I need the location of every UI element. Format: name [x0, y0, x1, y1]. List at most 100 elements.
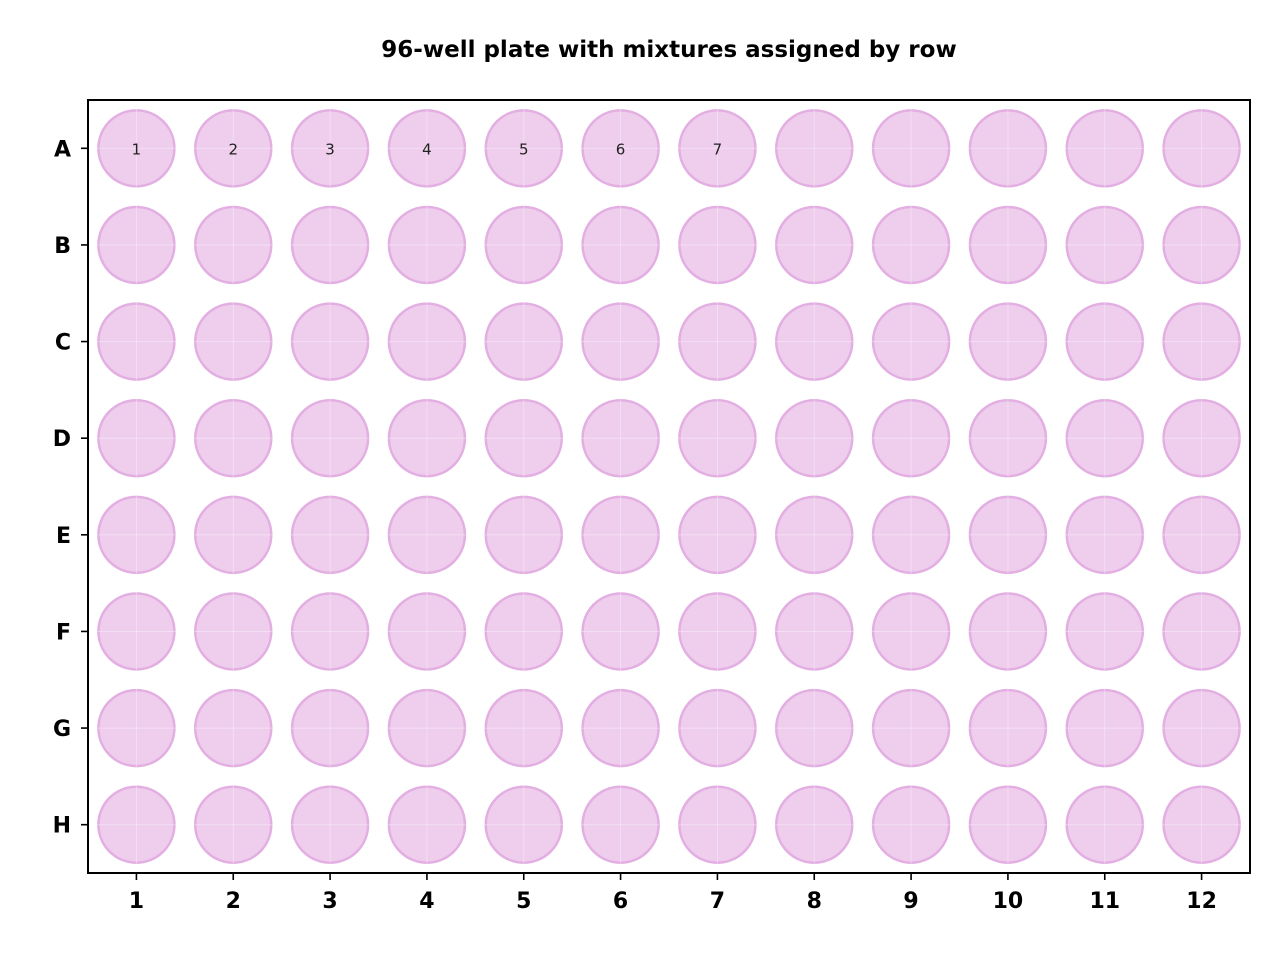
well-H8	[775, 785, 854, 864]
well-D8	[775, 398, 854, 478]
well-C11	[1065, 302, 1144, 381]
well-D3	[290, 398, 370, 478]
well-G10	[968, 688, 1048, 768]
chart-title: 96-well plate with mixtures assigned by …	[381, 37, 956, 63]
well-G7	[678, 688, 757, 768]
well-A12	[1162, 109, 1241, 188]
well-A5	[484, 109, 563, 188]
well-A4	[387, 109, 467, 188]
well-E6	[581, 495, 660, 575]
x-tick-label: 5	[516, 889, 531, 914]
plot-area: 1 2 3 4 5 6 7	[88, 100, 1250, 873]
well-E8	[775, 495, 854, 575]
well-D6	[581, 398, 660, 478]
well-G2	[194, 688, 273, 768]
well-G1	[97, 688, 176, 768]
well-label-A5: 5	[519, 140, 529, 158]
y-tick-label: F	[56, 620, 71, 645]
well-H5	[484, 785, 563, 864]
well-F1	[97, 592, 176, 671]
y-tick-label: G	[53, 717, 71, 742]
well-G9	[871, 688, 951, 768]
well-F6	[581, 592, 660, 671]
well-B12	[1162, 205, 1241, 285]
grid-overlay	[88, 100, 1250, 873]
well-D5	[484, 398, 563, 478]
well-A3	[290, 109, 370, 188]
well-A1	[97, 109, 176, 188]
well-G5	[484, 688, 563, 768]
well-G12	[1162, 688, 1241, 768]
well-F9	[871, 592, 951, 671]
well-G8	[775, 688, 854, 768]
well-D9	[871, 398, 951, 478]
x-tick-label: 7	[710, 889, 725, 914]
well-E10	[968, 495, 1048, 575]
well-E4	[387, 495, 467, 575]
well-C6	[581, 302, 660, 381]
well-B6	[581, 205, 660, 285]
well-F4	[387, 592, 467, 671]
well-C1	[97, 302, 176, 381]
well-C2	[194, 302, 273, 381]
x-tick-label: 6	[613, 889, 628, 914]
well-E12	[1162, 495, 1241, 575]
well-B7	[678, 205, 757, 285]
well-C12	[1162, 302, 1241, 381]
well-label-A6: 6	[616, 140, 626, 158]
well-F7	[678, 592, 757, 671]
well-F2	[194, 592, 273, 671]
well-A8	[775, 109, 854, 188]
well-G11	[1065, 688, 1144, 768]
well-F5	[484, 592, 563, 671]
y-tick-label: A	[54, 137, 71, 162]
well-C10	[968, 302, 1048, 381]
x-tick-label: 4	[419, 889, 434, 914]
well-E5	[484, 495, 563, 575]
well-E11	[1065, 495, 1144, 575]
well-F11	[1065, 592, 1144, 671]
well-D7	[678, 398, 757, 478]
well-H6	[581, 785, 660, 864]
well-H4	[387, 785, 467, 864]
well-E2	[194, 495, 273, 575]
well-B8	[775, 205, 854, 285]
well-E3	[290, 495, 370, 575]
y-axis: A B C D E F G H	[53, 137, 88, 839]
well-C3	[290, 302, 370, 381]
well-A2	[194, 109, 273, 188]
well-label-A1: 1	[132, 140, 142, 158]
y-tick-label: H	[53, 814, 71, 839]
well-C5	[484, 302, 563, 381]
well-F10	[968, 592, 1048, 671]
well-E9	[871, 495, 951, 575]
x-axis: 1 2 3 4 5 6 7 8 9 10 11 12	[129, 873, 1217, 914]
well-B3	[290, 205, 370, 285]
well-A11	[1065, 109, 1144, 188]
well-D2	[194, 398, 273, 478]
y-tick-label: B	[54, 234, 71, 259]
x-tick-label: 3	[322, 889, 337, 914]
well-F12	[1162, 592, 1241, 671]
x-tick-label: 10	[993, 889, 1024, 914]
well-A9	[871, 109, 951, 188]
well-H1	[97, 785, 176, 864]
well-F8	[775, 592, 854, 671]
x-tick-label: 12	[1186, 889, 1217, 914]
x-tick-label: 9	[903, 889, 918, 914]
y-tick-label: D	[53, 427, 71, 452]
well-label-A4: 4	[422, 140, 432, 158]
well-H12	[1162, 785, 1241, 864]
well-B2	[194, 205, 273, 285]
y-tick-label: E	[56, 524, 71, 549]
well-D10	[968, 398, 1048, 478]
well-G4	[387, 688, 467, 768]
well-D11	[1065, 398, 1144, 478]
well-H7	[678, 785, 757, 864]
plot-frame	[87, 99, 1251, 874]
well-C9	[871, 302, 951, 381]
well-G3	[290, 688, 370, 768]
well-label-A2: 2	[228, 140, 238, 158]
well-H2	[194, 785, 273, 864]
